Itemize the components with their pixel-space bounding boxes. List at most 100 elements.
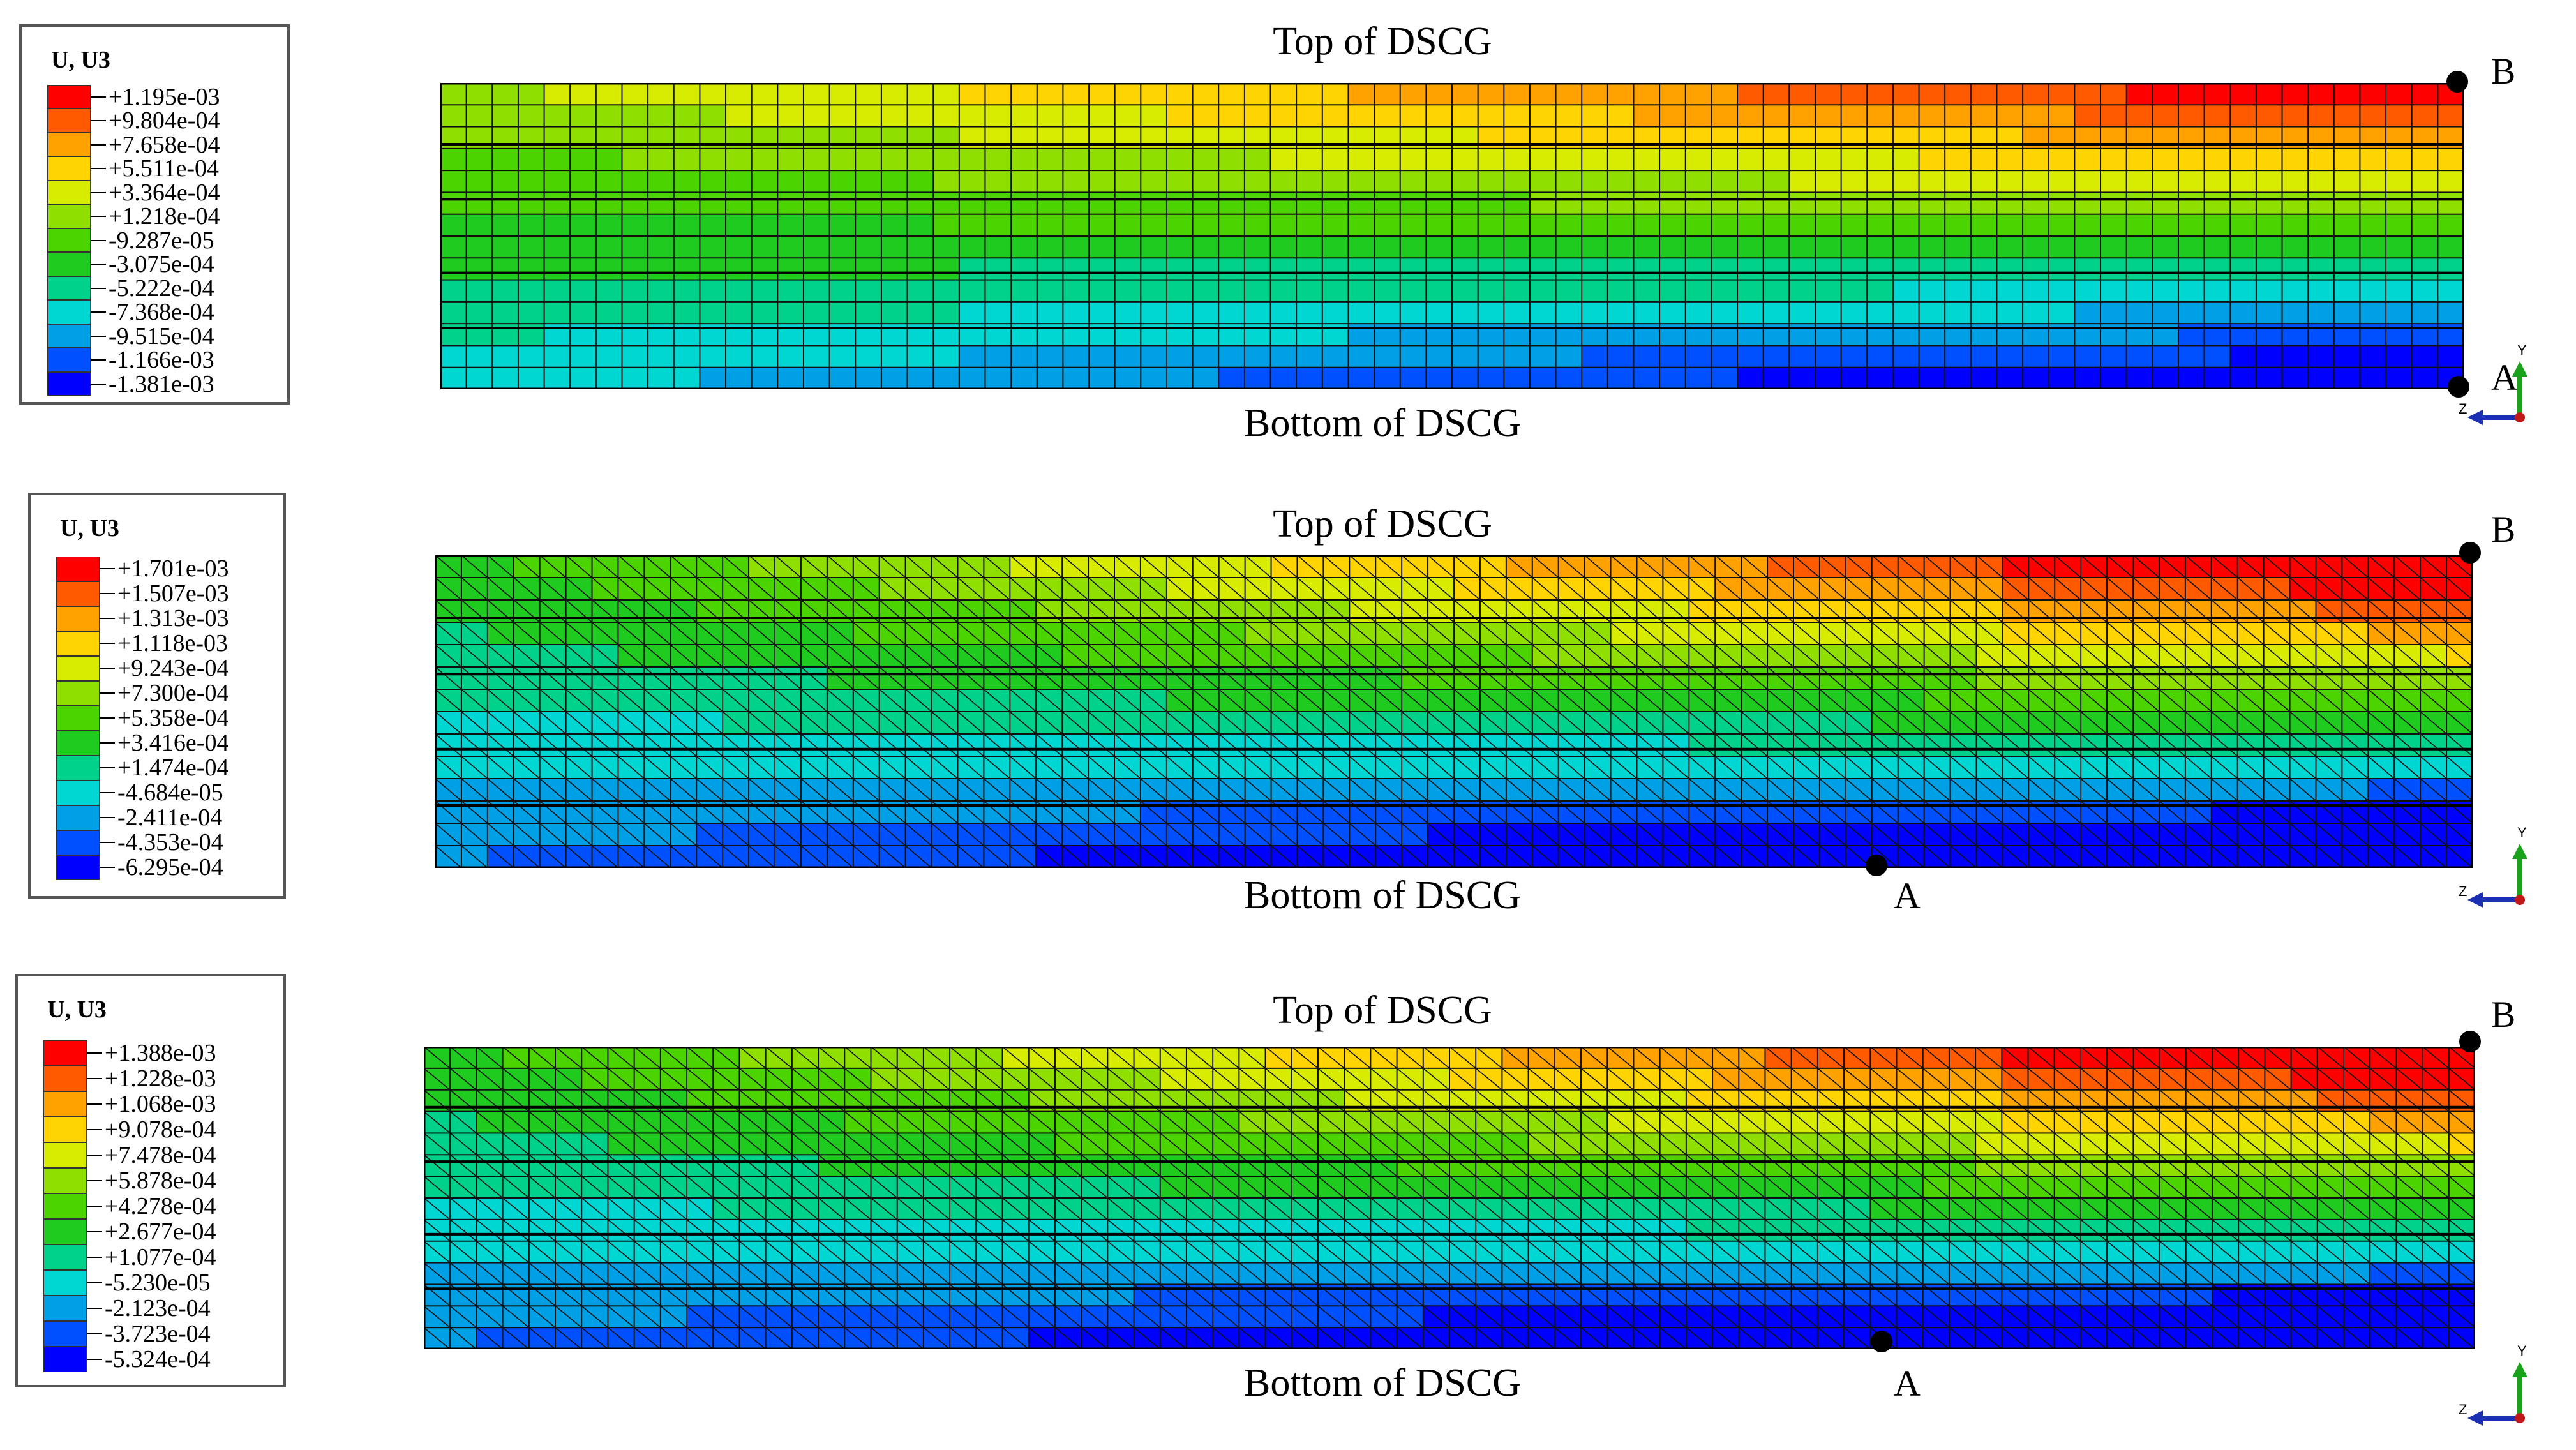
mesh-diagonal [1532, 577, 1559, 601]
mesh-diagonal [1584, 555, 1612, 578]
mesh-diagonal [879, 577, 906, 601]
mesh-element [2100, 301, 2128, 325]
mesh-diagonal [1896, 1241, 1924, 1264]
mesh-element [1866, 366, 1894, 389]
mesh-element [1840, 345, 1868, 369]
mesh-diagonal [983, 666, 1010, 690]
mesh-diagonal [1140, 733, 1167, 757]
legend-tick [91, 359, 106, 361]
mesh-diagonal [1009, 756, 1037, 779]
mesh-diagonal [1081, 1197, 1108, 1220]
mesh-diagonal [2263, 622, 2291, 645]
mesh-element [1503, 257, 1531, 281]
mesh-diagonal [2263, 666, 2291, 690]
mesh-element [777, 279, 805, 303]
mesh-diagonal [1401, 778, 1428, 802]
mesh-element [2385, 257, 2413, 281]
mesh-diagonal [1401, 733, 1428, 757]
mesh-diagonal [476, 1068, 504, 1091]
mesh-element [1840, 279, 1868, 303]
mesh-element [1243, 170, 1272, 194]
mesh-diagonal [487, 622, 514, 645]
mesh-diagonal [2315, 733, 2342, 757]
mesh-diagonal [1479, 555, 1507, 578]
mesh-element [725, 235, 753, 259]
mesh-element [2333, 366, 2362, 389]
mesh-diagonal [461, 733, 488, 757]
legend-value: +5.511e-04 [109, 155, 220, 182]
mesh-element [465, 235, 493, 259]
mesh-diagonal [1054, 1176, 1082, 1199]
mesh-element [699, 235, 727, 259]
mesh-diagonal [607, 1132, 635, 1155]
mesh-element [1606, 104, 1635, 128]
mesh-diagonal [1238, 1219, 1266, 1242]
mesh-diagonal [643, 577, 671, 601]
mesh-diagonal [1245, 622, 1272, 645]
mesh-element [1451, 235, 1479, 259]
mesh-diagonal [2002, 711, 2029, 735]
mesh-diagonal [539, 622, 567, 645]
mesh-element [1814, 366, 1843, 389]
mesh-diagonal [2317, 1068, 2344, 1091]
mesh-diagonal [1114, 733, 1141, 757]
point-a-label: A [2491, 357, 2518, 398]
mesh-diagonal [1054, 1132, 1082, 1155]
mesh-element [1114, 170, 1142, 194]
mesh-diagonal [2185, 1047, 2213, 1069]
mesh-element [1088, 104, 1116, 128]
mesh-diagonal [1767, 555, 1794, 578]
mesh-diagonal [2002, 689, 2029, 712]
mesh-element [1840, 366, 1868, 389]
mesh-diagonal [1427, 711, 1455, 735]
mesh-element [621, 213, 649, 237]
mesh-diagonal [975, 1132, 1003, 1155]
mesh-element [855, 345, 883, 369]
mesh-diagonal [2028, 756, 2055, 779]
mesh-element [2125, 366, 2153, 389]
mesh-element [1866, 191, 1894, 216]
mesh-diagonal [2028, 1154, 2055, 1177]
mesh-element [2255, 301, 2284, 325]
mesh-element [2229, 345, 2258, 369]
legend-swatch [47, 300, 91, 324]
mesh-element [958, 170, 987, 194]
mesh-diagonal [1843, 1047, 1871, 1069]
mesh-diagonal [1192, 756, 1220, 779]
mesh-element [1918, 83, 1946, 106]
mesh-element [1529, 257, 1557, 281]
mesh-diagonal [1793, 644, 1820, 668]
mesh-element [2281, 301, 2309, 325]
mesh-element [2437, 213, 2464, 237]
mesh-element [1036, 279, 1064, 303]
mesh-diagonal [435, 845, 462, 868]
legend-tick [91, 144, 106, 146]
mesh-diagonal [975, 1068, 1003, 1091]
mesh-diagonal [1081, 1176, 1108, 1199]
mesh-diagonal [1186, 1176, 1213, 1199]
mesh-diagonal [1375, 778, 1402, 802]
mesh-element [2385, 147, 2413, 172]
mesh-element [855, 104, 883, 128]
mesh-diagonal [1949, 1176, 1976, 1199]
mesh-element [1711, 83, 1739, 106]
mesh-element [906, 83, 934, 106]
mesh-element [491, 126, 520, 150]
mesh-diagonal [1427, 756, 1455, 779]
mesh-element [828, 104, 857, 128]
legend-swatch [43, 1142, 87, 1168]
mesh-diagonal [765, 1132, 793, 1155]
mesh-diagonal [1061, 756, 1089, 779]
mesh-diagonal [1659, 1047, 1687, 1069]
mesh-element [2152, 366, 2180, 389]
mesh-element [828, 147, 857, 172]
mesh-element [725, 257, 753, 281]
mesh-element [1192, 170, 1220, 194]
mesh-element [1711, 257, 1739, 281]
mesh-diagonal [461, 577, 488, 601]
mesh-diagonal [1397, 1154, 1424, 1177]
mesh-element [2385, 345, 2413, 369]
mesh-diagonal [555, 1132, 582, 1155]
mesh-diagonal [592, 666, 618, 690]
mesh-diagonal [1584, 666, 1612, 690]
